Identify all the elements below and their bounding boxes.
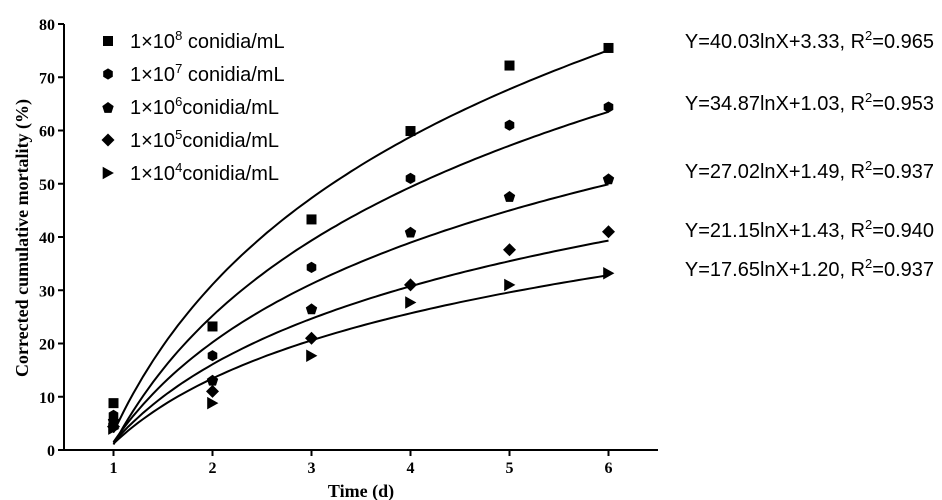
- axes: 0 10 20 30 40 50 60 70 80 1 2 3 4 5 6: [39, 17, 658, 477]
- x-tick-label: 2: [209, 460, 217, 477]
- legend-marker-1: [103, 36, 113, 46]
- data-point-series-2: [603, 101, 614, 113]
- data-point-series-1: [207, 321, 218, 332]
- legend-marker-5: [102, 166, 114, 180]
- data-point-series-1: [306, 214, 317, 225]
- y-tick-label: 70: [39, 70, 55, 87]
- fit-line-5: [112, 274, 609, 445]
- equation-3: Y=27.02lnX+1.49, R2=0.937: [685, 158, 934, 183]
- x-tick-label: 1: [110, 460, 118, 477]
- fit-lines: [112, 49, 609, 445]
- legend-label-1: 1×108 conidia/mL: [130, 28, 285, 53]
- data-point-series-5: [603, 267, 615, 280]
- legend-label-3: 1×106conidia/mL: [130, 94, 279, 119]
- y-tick-label: 0: [47, 443, 55, 460]
- y-tick-label: 40: [39, 230, 55, 247]
- fit-equations: Y=40.03lnX+3.33, R2=0.965 Y=34.87lnX+1.03…: [685, 28, 934, 281]
- y-axis-label: Corrected cumulative mortality (%): [12, 99, 33, 377]
- data-point-series-5: [108, 422, 120, 435]
- data-point-series-3: [503, 191, 516, 202]
- fit-line-1: [112, 49, 609, 433]
- fit-line-4: [112, 239, 609, 444]
- x-axis-label: Time (d): [328, 481, 394, 500]
- x-tick-label: 4: [407, 460, 415, 477]
- equation-5: Y=17.65lnX+1.20, R2=0.937: [685, 256, 934, 281]
- data-point-series-4: [503, 243, 516, 257]
- legend-label-5: 1×104conidia/mL: [130, 160, 279, 185]
- data-point-series-1: [108, 398, 119, 409]
- legend-marker-3: [102, 102, 114, 113]
- data-point-series-5: [207, 396, 219, 410]
- y-tick-label: 10: [39, 390, 55, 407]
- data-point-series-2: [207, 350, 218, 362]
- fit-line-3: [112, 183, 609, 443]
- data-point-series-2: [306, 261, 317, 273]
- data-point-series-3: [602, 173, 615, 185]
- data-point-series-1: [504, 60, 515, 71]
- data-point-series-4: [404, 278, 417, 292]
- data-point-series-1: [603, 42, 614, 53]
- data-point-series-4: [206, 384, 219, 398]
- legend-marker-4: [101, 133, 115, 147]
- y-tick-label: 20: [39, 337, 55, 354]
- y-tick-label: 60: [39, 124, 55, 141]
- legend-label-2: 1×107 conidia/mL: [130, 61, 285, 86]
- y-tick-label: 30: [39, 283, 55, 300]
- data-point-series-1: [405, 126, 416, 137]
- fit-line-2: [112, 110, 609, 445]
- legend: 1×108 conidia/mL 1×107 conidia/mL 1×106con…: [101, 28, 285, 185]
- data-point-series-4: [305, 331, 318, 345]
- y-tick-label: 50: [39, 177, 55, 194]
- x-tick-label: 3: [308, 460, 316, 477]
- legend-marker-2: [103, 68, 113, 80]
- data-point-series-5: [405, 296, 417, 309]
- data-point-series-2: [504, 119, 515, 131]
- equation-2: Y=34.87lnX+1.03, R2=0.953: [685, 90, 934, 115]
- data-point-series-5: [306, 349, 318, 362]
- data-point-series-4: [602, 225, 615, 239]
- equation-1: Y=40.03lnX+3.33, R2=0.965: [685, 28, 934, 53]
- x-tick-label: 5: [506, 460, 514, 477]
- data-point-series-5: [504, 278, 516, 292]
- equation-4: Y=21.15lnX+1.43, R2=0.940: [685, 217, 934, 242]
- data-points: [107, 42, 615, 435]
- data-point-series-2: [405, 172, 416, 184]
- data-point-series-3: [305, 303, 318, 315]
- x-tick-label: 6: [605, 460, 613, 477]
- data-point-series-3: [404, 226, 417, 238]
- legend-label-4: 1×105conidia/mL: [130, 127, 279, 152]
- data-point-series-3: [206, 374, 219, 386]
- y-tick-label: 80: [39, 17, 55, 34]
